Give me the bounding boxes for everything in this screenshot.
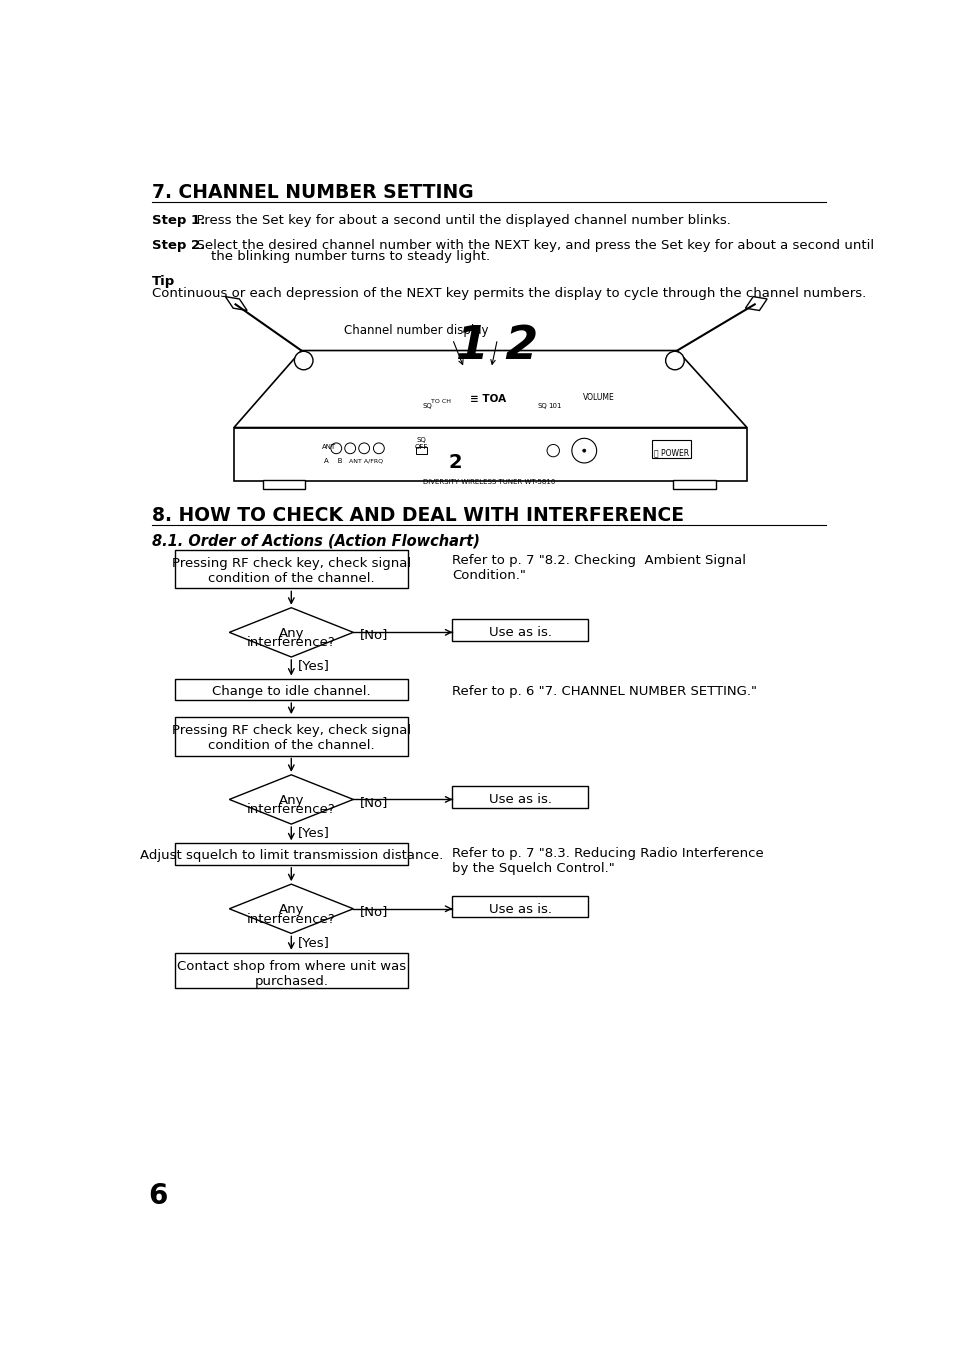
Text: Any: Any <box>278 795 304 807</box>
Text: Continuous or each depression of the NEXT key permits the display to cycle throu: Continuous or each depression of the NEX… <box>152 286 865 299</box>
Text: Refer to p. 7 "8.2. Checking  Ambient Signal
Condition.": Refer to p. 7 "8.2. Checking Ambient Sig… <box>452 554 745 581</box>
Text: OFF: OFF <box>415 444 428 449</box>
Text: Step 2.: Step 2. <box>152 239 205 252</box>
Text: Any: Any <box>278 904 304 916</box>
Circle shape <box>665 351 683 370</box>
Polygon shape <box>229 607 353 657</box>
Text: DIVERSITY WIRELESS TUNER WT-5810: DIVERSITY WIRELESS TUNER WT-5810 <box>422 479 555 486</box>
Circle shape <box>582 449 585 452</box>
Text: Pressing RF check key, check signal
condition of the channel.: Pressing RF check key, check signal cond… <box>172 724 411 751</box>
Text: Press the Set key for about a second until the displayed channel number blinks.: Press the Set key for about a second unt… <box>188 214 730 227</box>
Polygon shape <box>744 297 766 310</box>
Text: Use as is.: Use as is. <box>488 902 551 916</box>
Polygon shape <box>229 774 353 824</box>
Text: ⏻ POWER: ⏻ POWER <box>654 448 689 457</box>
Text: interference?: interference? <box>247 637 335 649</box>
Text: Refer to p. 6 "7. CHANNEL NUMBER SETTING.": Refer to p. 6 "7. CHANNEL NUMBER SETTING… <box>452 685 757 697</box>
Text: 101: 101 <box>547 403 561 409</box>
Text: Contact shop from where unit was
purchased.: Contact shop from where unit was purchas… <box>176 960 405 989</box>
Bar <box>673 480 716 490</box>
Bar <box>174 843 407 865</box>
Text: [No]: [No] <box>359 629 388 642</box>
Text: 8. HOW TO CHECK AND DEAL WITH INTERFERENCE: 8. HOW TO CHECK AND DEAL WITH INTERFEREN… <box>152 506 683 525</box>
Circle shape <box>373 442 384 453</box>
Text: SQ: SQ <box>416 437 426 442</box>
Polygon shape <box>229 884 353 934</box>
Text: ANT A/FRQ: ANT A/FRQ <box>348 459 382 463</box>
Text: interference?: interference? <box>247 803 335 816</box>
Text: SQ: SQ <box>421 403 432 409</box>
Text: Tip: Tip <box>152 275 174 289</box>
Text: Pressing RF check key, check signal
condition of the channel.: Pressing RF check key, check signal cond… <box>172 557 411 585</box>
Bar <box>174 550 407 588</box>
Circle shape <box>358 442 369 453</box>
Text: Use as is.: Use as is. <box>488 626 551 639</box>
Bar <box>452 896 587 917</box>
Text: the blinking number turns to steady light.: the blinking number turns to steady ligh… <box>212 251 490 263</box>
Text: [Yes]: [Yes] <box>297 936 329 948</box>
Text: ≡ TOA: ≡ TOA <box>470 394 506 405</box>
Text: 6: 6 <box>149 1182 168 1210</box>
Bar <box>174 679 407 700</box>
Text: Step 1.: Step 1. <box>152 214 205 227</box>
Circle shape <box>344 442 355 453</box>
Bar <box>652 440 691 459</box>
Bar <box>452 619 587 641</box>
Bar <box>233 428 746 482</box>
Text: [No]: [No] <box>359 905 388 917</box>
Bar <box>174 952 407 987</box>
Bar <box>416 447 427 455</box>
Text: [Yes]: [Yes] <box>297 660 329 672</box>
Circle shape <box>546 444 558 457</box>
Text: SQ: SQ <box>537 403 547 409</box>
Text: Any: Any <box>278 627 304 639</box>
Circle shape <box>331 442 341 453</box>
Text: 2: 2 <box>448 453 461 472</box>
Circle shape <box>571 438 596 463</box>
Text: 8.1. Order of Actions (Action Flowchart): 8.1. Order of Actions (Action Flowchart) <box>152 533 479 548</box>
Text: VOLUME: VOLUME <box>582 393 614 402</box>
Text: Refer to p. 7 "8.3. Reducing Radio Interference
by the Squelch Control.": Refer to p. 7 "8.3. Reducing Radio Inter… <box>452 847 763 876</box>
Text: ANT: ANT <box>322 444 336 451</box>
Bar <box>174 718 407 755</box>
Text: Select the desired channel number with the NEXT key, and press the Set key for a: Select the desired channel number with t… <box>188 239 874 252</box>
Text: A    B: A B <box>323 459 342 464</box>
Text: TO CH: TO CH <box>431 399 451 405</box>
Text: Adjust squelch to limit transmission distance.: Adjust squelch to limit transmission dis… <box>139 850 442 862</box>
Bar <box>262 480 305 490</box>
Text: 1 2: 1 2 <box>456 324 538 368</box>
Circle shape <box>294 351 313 370</box>
Polygon shape <box>225 297 247 310</box>
Polygon shape <box>233 351 746 428</box>
Bar <box>452 786 587 808</box>
Text: interference?: interference? <box>247 913 335 925</box>
Text: [Yes]: [Yes] <box>297 827 329 839</box>
Text: Channel number display: Channel number display <box>344 324 488 337</box>
Text: Change to idle channel.: Change to idle channel. <box>212 685 370 697</box>
Text: 7. CHANNEL NUMBER SETTING: 7. CHANNEL NUMBER SETTING <box>152 183 473 202</box>
Text: Use as is.: Use as is. <box>488 793 551 807</box>
Text: [No]: [No] <box>359 796 388 808</box>
